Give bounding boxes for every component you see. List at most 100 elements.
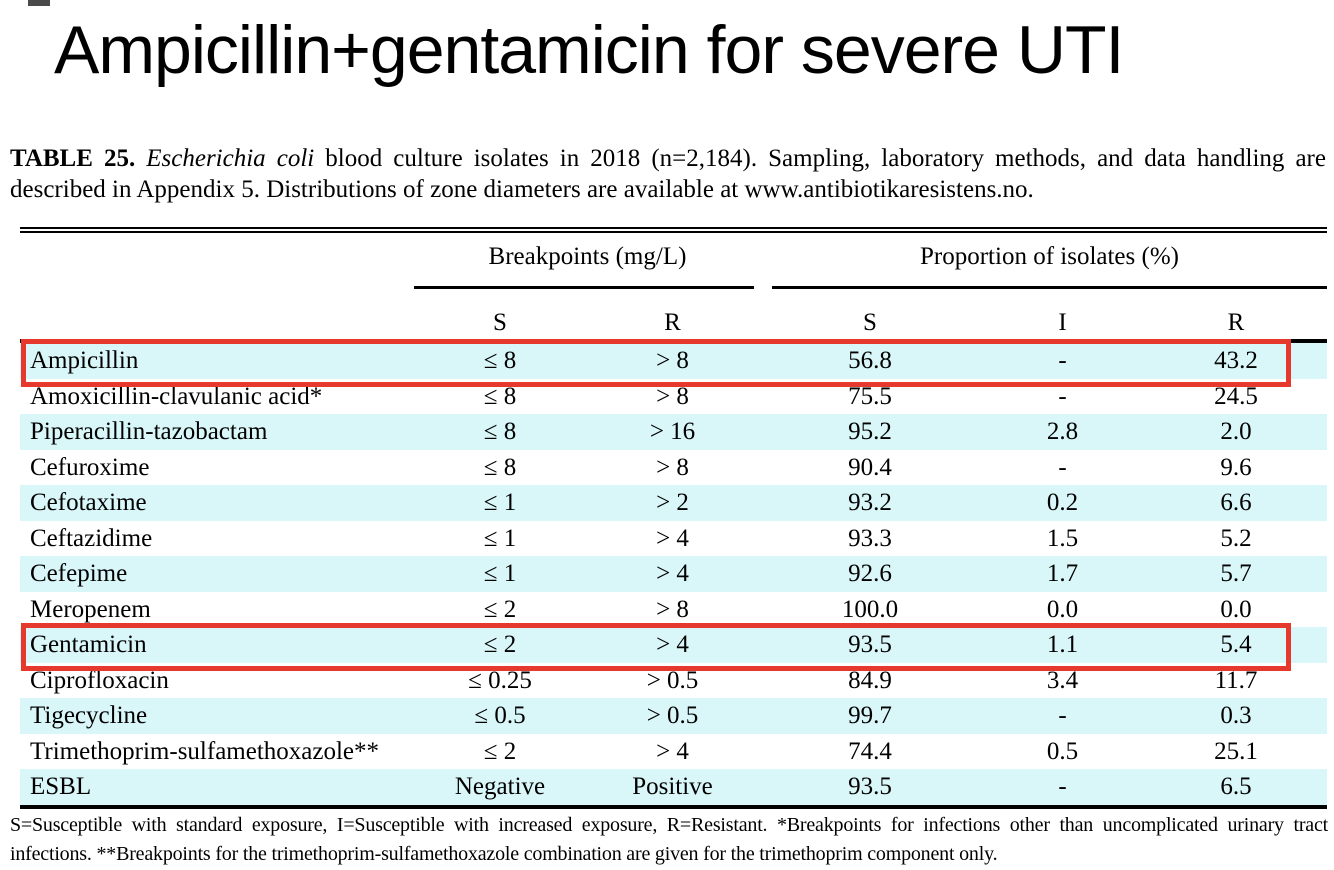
table-row: Cefuroxime ≤ 8 > 8 90.4 - 9.6 [20,450,1327,486]
isolates-table: Breakpoints (mg/L) Proportion of isolate… [20,227,1327,809]
cell-proportion-i: 2.8 [1046,418,1079,446]
cell-proportion-i: - [1058,702,1067,730]
table-row: Trimethoprim-sulfamethoxazole** ≤ 2 > 4 … [20,734,1327,770]
table-row: Ampicillin ≤ 8 > 8 56.8 - 43.2 [20,343,1327,379]
table-row: Amoxicillin-clavulanic acid* ≤ 8 > 8 75.… [20,379,1327,415]
table-bottom-rule [20,804,1327,809]
cell-antibiotic-name: Ceftazidime [30,524,153,552]
cell-antibiotic-name: Ampicillin [30,347,139,375]
cell-antibiotic-name: Meropenem [30,595,151,623]
cell-breakpoint-r: > 8 [656,382,689,410]
table-caption-species: Escherichia coli [146,145,315,172]
cell-breakpoint-r: Positive [632,773,713,801]
table-caption-label: TABLE 25. [10,145,136,172]
table-row: Cefotaxime ≤ 1 > 2 93.2 0.2 6.6 [20,485,1327,521]
cell-proportion-i: - [1058,453,1067,481]
cell-breakpoint-r: > 4 [656,737,689,765]
cell-proportion-s: 92.6 [848,560,892,588]
cell-antibiotic-name: Piperacillin-tazobactam [30,418,268,446]
cell-breakpoint-r: > 16 [649,418,696,446]
cell-proportion-r: 25.1 [1214,737,1258,765]
cell-proportion-r: 24.5 [1214,382,1258,410]
cell-proportion-s: 93.2 [848,489,892,517]
subheader-proportion-s: S [863,309,877,337]
cell-breakpoint-r: > 0.5 [646,702,699,730]
cell-proportion-i: - [1058,773,1067,801]
table-body: Ampicillin ≤ 8 > 8 56.8 - 43.2 Amoxicill… [20,343,1327,805]
cell-breakpoint-s: ≤ 8 [483,347,517,375]
cell-breakpoint-s: ≤ 8 [483,418,517,446]
column-group-proportion: Proportion of isolates (%) [920,243,1179,270]
top-left-artifact [28,0,50,6]
cell-breakpoint-s: ≤ 2 [483,595,517,623]
cell-proportion-s: 100.0 [841,595,899,623]
cell-antibiotic-name: ESBL [30,773,92,801]
header-bottom-rule [20,339,1327,343]
cell-antibiotic-name: Cefotaxime [30,489,147,517]
cell-breakpoint-r: > 0.5 [646,666,699,694]
cell-proportion-r: 6.6 [1220,489,1252,517]
cell-proportion-s: 56.8 [848,347,892,375]
table-top-rule [20,227,1327,233]
table-row: Gentamicin ≤ 2 > 4 93.5 1.1 5.4 [20,627,1327,663]
table-caption: TABLE 25. Escherichia coli blood culture… [10,143,1326,205]
cell-proportion-s: 93.3 [848,524,892,552]
cell-antibiotic-name: Ciprofloxacin [30,666,169,694]
cell-proportion-s: 75.5 [848,382,892,410]
cell-proportion-s: 93.5 [848,631,892,659]
cell-breakpoint-r: > 8 [656,595,689,623]
cell-antibiotic-name: Trimethoprim-sulfamethoxazole** [30,737,380,765]
cell-breakpoint-s: ≤ 8 [483,382,517,410]
subheader-row: S R S I R [20,305,1327,341]
cell-proportion-i: 0.2 [1046,489,1079,517]
cell-breakpoint-r: > 4 [656,631,689,659]
cell-antibiotic-name: Tigecycline [30,702,148,730]
cell-proportion-s: 99.7 [848,702,892,730]
cell-proportion-r: 9.6 [1220,453,1252,481]
cell-breakpoint-s: Negative [454,773,546,801]
table-row: Ciprofloxacin ≤ 0.25 > 0.5 84.9 3.4 11.7 [20,663,1327,699]
cell-breakpoint-s: ≤ 0.25 [468,666,532,694]
table-footnote: S=Susceptible with standard exposure, I=… [10,814,1328,865]
cell-breakpoint-r: > 4 [656,560,689,588]
cell-antibiotic-name: Cefuroxime [30,453,150,481]
cell-breakpoint-s: ≤ 8 [483,453,517,481]
table-caption-text: blood culture isolates in 2018 (n=2,184)… [10,145,1326,203]
proportion-underline [772,286,1327,289]
cell-breakpoint-s: ≤ 2 [483,631,517,659]
cell-antibiotic-name: Amoxicillin-clavulanic acid* [30,382,323,410]
cell-proportion-r: 6.5 [1220,773,1252,801]
subheader-breakpoint-r: R [664,309,681,337]
breakpoints-underline [414,286,754,289]
cell-antibiotic-name: Cefepime [30,560,128,588]
cell-proportion-r: 43.2 [1214,347,1258,375]
table-row: Piperacillin-tazobactam ≤ 8 > 16 95.2 2.… [20,414,1327,450]
cell-breakpoint-r: > 8 [656,453,689,481]
cell-breakpoint-r: > 2 [656,489,689,517]
cell-proportion-i: 0.0 [1046,595,1079,623]
cell-proportion-r: 5.7 [1220,560,1252,588]
cell-proportion-r: 5.4 [1220,631,1252,659]
cell-proportion-s: 90.4 [848,453,892,481]
cell-breakpoint-s: ≤ 2 [483,737,517,765]
table-row: Cefepime ≤ 1 > 4 92.6 1.7 5.7 [20,556,1327,592]
slide-title: Ampicillin+gentamicin for severe UTI [54,12,1124,88]
cell-proportion-s: 93.5 [848,773,892,801]
cell-proportion-r: 5.2 [1220,524,1252,552]
cell-proportion-s: 84.9 [848,666,892,694]
column-group-breakpoints: Breakpoints (mg/L) [488,243,687,270]
cell-antibiotic-name: Gentamicin [30,631,147,659]
cell-proportion-s: 95.2 [848,418,892,446]
cell-proportion-r: 2.0 [1220,418,1252,446]
cell-proportion-s: 74.4 [848,737,892,765]
cell-proportion-r: 0.0 [1220,595,1252,623]
table-row: Meropenem ≤ 2 > 8 100.0 0.0 0.0 [20,592,1327,628]
cell-breakpoint-r: > 4 [656,524,689,552]
cell-proportion-r: 11.7 [1214,666,1258,694]
cell-breakpoint-s: ≤ 1 [483,524,517,552]
cell-proportion-i: 1.7 [1046,560,1079,588]
subheader-proportion-r: R [1227,309,1245,337]
cell-proportion-i: 1.5 [1046,524,1079,552]
cell-breakpoint-s: ≤ 0.5 [474,702,526,730]
